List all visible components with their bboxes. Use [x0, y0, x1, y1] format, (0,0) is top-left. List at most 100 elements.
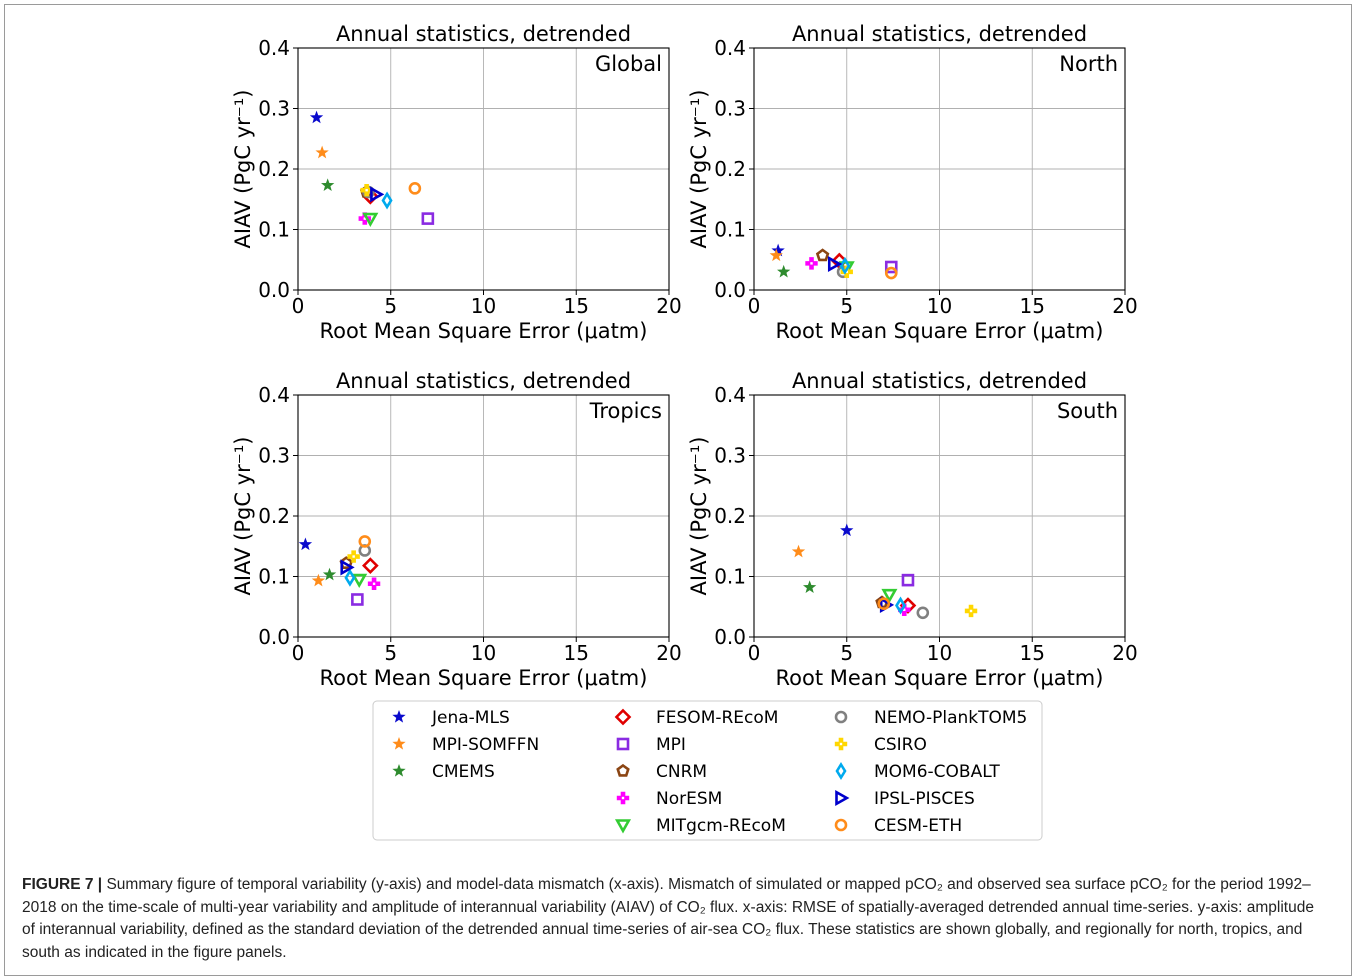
point-mpi-somffn — [311, 573, 326, 587]
point-csiro — [347, 550, 360, 563]
caption-text: Summary figure of temporal variability (… — [22, 876, 1314, 961]
legend-label: CMEMS — [432, 762, 495, 782]
point-cmems — [802, 580, 817, 594]
point-noresm — [898, 603, 911, 616]
x-tick-label: 15 — [564, 294, 589, 318]
point-nemo-planktom5 — [916, 606, 930, 620]
point-jena-mls — [771, 243, 785, 257]
point-mpi — [421, 212, 435, 225]
legend-label: MPI-SOMFFN — [432, 735, 539, 755]
y-tick-label: 0.4 — [714, 36, 746, 60]
point-ipsl-pisces — [827, 255, 843, 273]
point-fesom-recom — [362, 557, 379, 574]
y-tick-label: 0.4 — [714, 383, 746, 407]
y-tick-label: 0.2 — [258, 504, 290, 528]
figure-caption: FIGURE 7 | Summary figure of temporal va… — [22, 874, 1322, 964]
point-mpi — [901, 573, 915, 587]
point-csiro — [840, 265, 853, 279]
point-ipsl-pisces — [340, 559, 355, 576]
point-csiro — [964, 604, 978, 618]
point-mitgcm-recom — [362, 212, 379, 228]
caption-separator: | — [97, 876, 103, 893]
x-axis-label: Root Mean Square Error (μatm) — [320, 666, 648, 690]
y-axis-label: AIAV (PgC yr⁻¹) — [231, 90, 255, 249]
y-tick-label: 0.2 — [714, 504, 746, 528]
point-noresm — [358, 212, 371, 225]
legend-item-mitgcm-recom: MITgcm-REcoM — [614, 816, 786, 836]
point-mitgcm-recom — [351, 573, 368, 588]
x-tick-label: 20 — [1112, 641, 1137, 665]
panel-south: 0 5 10 15 20 0.0 0.1 0.2 0.3 0.4 Annual statistics… — [687, 369, 1138, 690]
x-tick-label: 10 — [471, 641, 496, 665]
x-tick-label: 5 — [384, 294, 397, 318]
legend-item-mom6-cobalt: MOM6-COBALT — [835, 762, 1000, 782]
legend-box — [372, 700, 1043, 841]
point-cesm-eth — [408, 182, 422, 195]
legend-item-cesm-eth: CESM-ETH — [834, 816, 962, 836]
y-tick-label: 0.0 — [258, 625, 290, 649]
x-tick-label: 0 — [292, 294, 305, 318]
panel-global: 0 5 10 15 20 0.0 0.1 0.2 0.3 0.4 Annual statistics… — [231, 22, 682, 343]
legend-label: NorESM — [656, 789, 722, 809]
y-tick-label: 0.3 — [714, 444, 746, 468]
caption-label: FIGURE 7 — [22, 876, 94, 893]
y-tick-label: 0.3 — [714, 97, 746, 121]
point-mpi-somffn — [791, 544, 806, 558]
legend-label: CNRM — [656, 762, 707, 782]
y-tick-label: 0.2 — [714, 157, 746, 181]
y-tick-label: 0.3 — [258, 444, 290, 468]
legend-item-jena-mls: Jena-MLS — [392, 708, 510, 728]
figure-frame — [4, 4, 1352, 976]
legend-label: NEMO-PlankTOM5 — [874, 708, 1027, 728]
point-csiro — [360, 183, 373, 197]
point-cmems — [777, 264, 791, 278]
x-tick-label: 0 — [748, 294, 761, 318]
legend-item-nemo-planktom5: NEMO-PlankTOM5 — [834, 708, 1027, 728]
point-ipsl-pisces — [370, 186, 385, 203]
x-tick-label: 0 — [748, 641, 761, 665]
point-cnrm — [815, 248, 830, 262]
point-cesm-eth — [877, 597, 891, 611]
legend-item-cnrm: CNRM — [616, 762, 707, 782]
y-tick-label: 0.0 — [714, 278, 746, 302]
legend-item-fesom-recom: FESOM-REcoM — [614, 708, 778, 728]
region-label: North — [1059, 52, 1118, 76]
y-tick-label: 0.1 — [714, 565, 746, 589]
x-tick-label: 0 — [292, 641, 305, 665]
point-mom6-cobalt — [344, 568, 356, 587]
point-jena-mls — [298, 537, 313, 551]
y-tick-label: 0.0 — [714, 625, 746, 649]
x-tick-label: 10 — [927, 641, 952, 665]
panel-tropics: 0 5 10 15 20 0.0 0.1 0.2 0.3 0.4 Annual statistics… — [231, 369, 682, 690]
legend-item-csiro: CSIRO — [834, 735, 927, 755]
point-cesm-eth — [884, 266, 898, 280]
y-tick-label: 0.1 — [258, 218, 290, 242]
legend-item-mpi-somffn: MPI-SOMFFN — [392, 735, 539, 755]
legend-label: MOM6-COBALT — [874, 762, 1000, 782]
x-tick-label: 10 — [471, 294, 496, 318]
y-tick-label: 0.0 — [258, 278, 290, 302]
point-jena-mls — [840, 523, 854, 537]
point-jena-mls — [309, 110, 324, 124]
panel-title: Annual statistics, detrended — [336, 22, 631, 46]
x-tick-label: 15 — [1020, 294, 1045, 318]
y-axis-label: AIAV (PgC yr⁻¹) — [687, 90, 711, 249]
figure-canvas: 0 5 10 15 20 0.0 0.1 0.2 0.3 0.4 Annual statistics… — [231, 22, 1138, 841]
legend-item-mpi: MPI — [616, 735, 686, 755]
legend-item-noresm: NorESM — [616, 789, 722, 809]
region-label: South — [1057, 399, 1118, 423]
legend-label: IPSL-PISCES — [874, 789, 975, 809]
x-tick-label: 20 — [656, 641, 681, 665]
legend-item-ipsl-pisces: IPSL-PISCES — [835, 789, 975, 809]
y-tick-label: 0.3 — [258, 97, 290, 121]
y-tick-label: 0.1 — [714, 218, 746, 242]
x-tick-label: 20 — [656, 294, 681, 318]
point-mitgcm-recom — [881, 588, 898, 604]
legend-label: MPI — [656, 735, 686, 755]
region-label: Global — [595, 52, 662, 76]
x-tick-label: 5 — [384, 641, 397, 665]
x-axis-label: Root Mean Square Error (μatm) — [776, 666, 1104, 690]
panel-title: Annual statistics, detrended — [792, 369, 1087, 393]
point-mom6-cobalt — [839, 256, 851, 275]
point-noresm — [367, 577, 381, 590]
